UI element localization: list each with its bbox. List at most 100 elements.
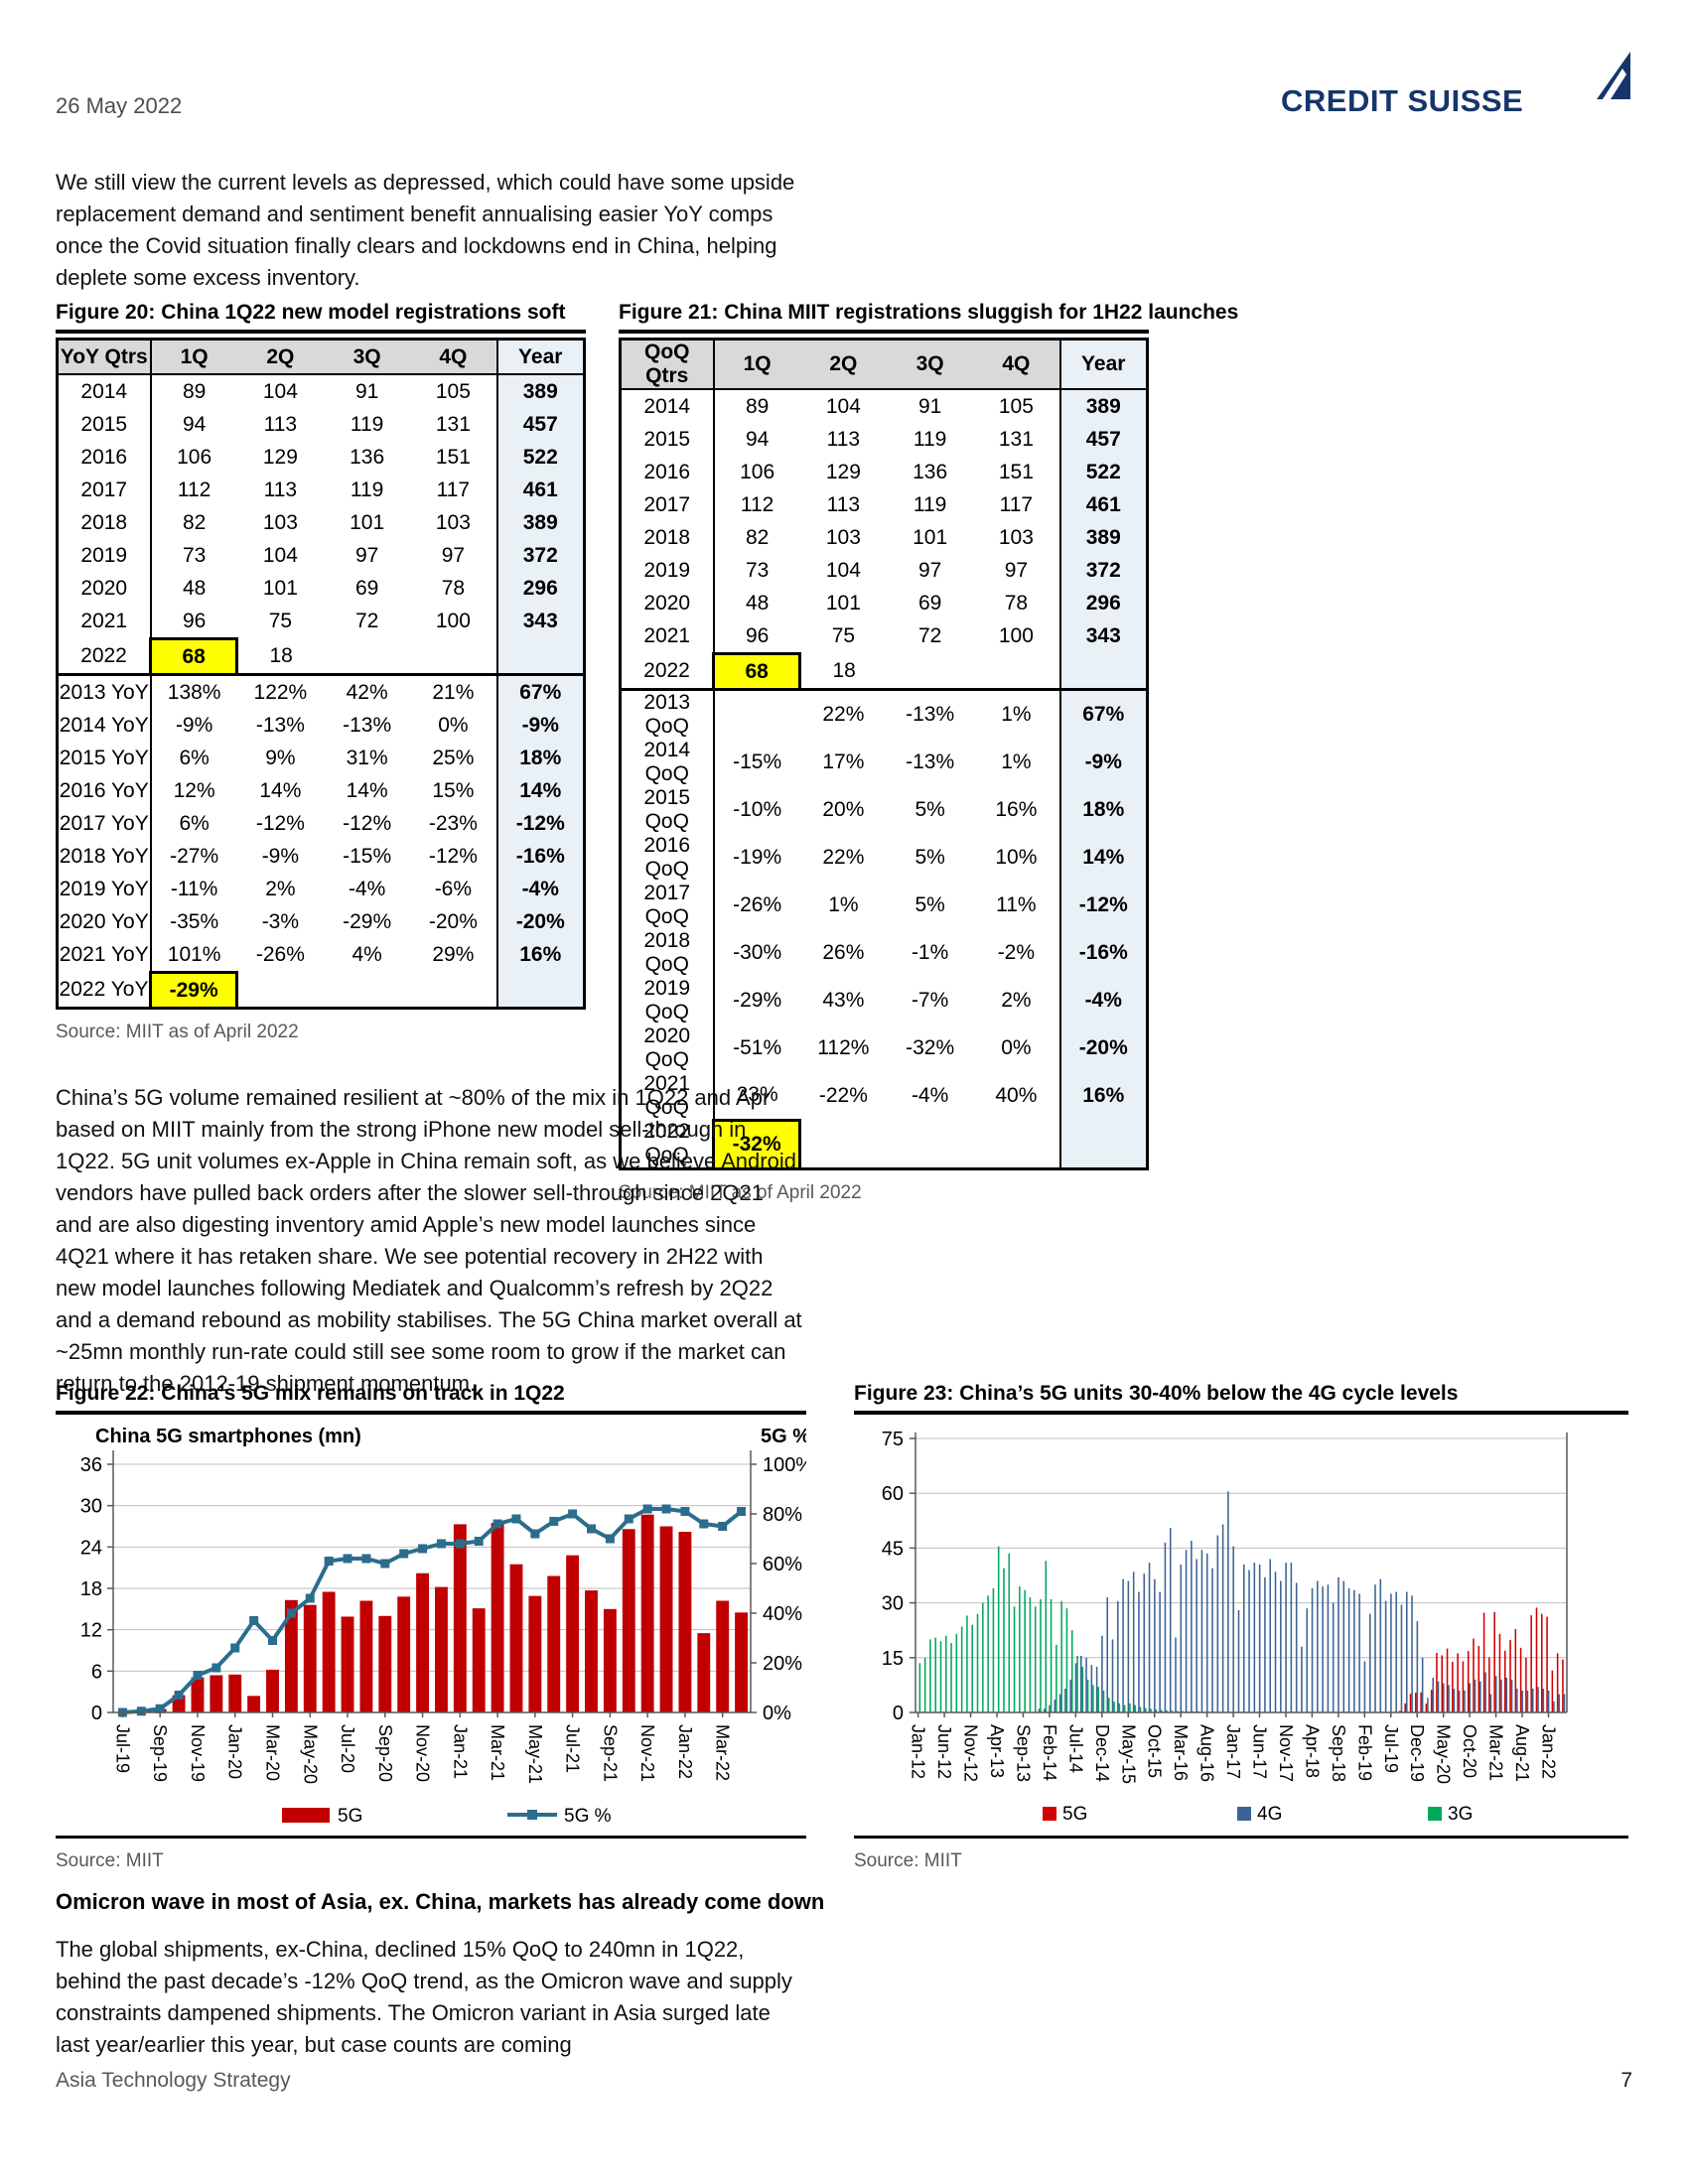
table-cell: 457 (1058, 423, 1148, 456)
svg-text:May-20: May-20 (300, 1724, 320, 1784)
table-cell (410, 973, 496, 1009)
table-cell: 78 (1004, 591, 1029, 614)
table-row: 2014 89 104 91 105 389 (57, 374, 585, 408)
svg-text:18: 18 (80, 1578, 102, 1600)
combo-chart-5g: 0 6 12 18 24 30 36 0% 20% 40% 60% 80% 100% Jul-19 Sep-… (80, 1426, 806, 1827)
figure-22-title-rule (56, 1411, 806, 1415)
table-cell: 22% (799, 688, 887, 739)
table-cell: 389 (495, 506, 585, 539)
svg-text:Jan-22: Jan-22 (1538, 1724, 1558, 1779)
table-cell: 343 (1058, 619, 1148, 654)
svg-text:80%: 80% (763, 1504, 802, 1526)
table-cell: 97 (917, 558, 942, 582)
svg-text:Nov-19: Nov-19 (188, 1724, 208, 1782)
table-cell: 31% (346, 746, 388, 769)
table-cell (887, 1120, 973, 1169)
svg-text:0: 0 (893, 1703, 904, 1724)
table-cell: 2016 (620, 456, 715, 488)
line-5g-pct (117, 1504, 747, 1717)
table-cell: 26% (822, 941, 865, 964)
svg-text:Aug-21: Aug-21 (1512, 1724, 1532, 1782)
svg-text:Dec-14: Dec-14 (1092, 1724, 1112, 1782)
table-cell: 138% (150, 673, 237, 709)
table-cell: 2014 (57, 374, 152, 408)
table-cell: 14% (346, 778, 388, 802)
table-cell: 2022 YoY (57, 972, 152, 1009)
table-cell: 14% (495, 774, 585, 807)
table-cell: 23% (736, 1083, 778, 1107)
table-row: 2021 QoQ 23% -22% -4% 40% 16% (620, 1072, 1148, 1120)
svg-text:3G: 3G (1448, 1804, 1473, 1825)
table-cell: 1% (828, 893, 859, 916)
table-row: 2016 106 129 136 151 522 (620, 456, 1148, 488)
table-cell: 372 (495, 539, 585, 572)
table-cell: -9% (261, 844, 300, 868)
svg-text:6: 6 (91, 1661, 102, 1683)
table-cell: 2020 QoQ (620, 1024, 715, 1072)
page-footer: Asia Technology Strategy 7 (56, 2069, 1632, 2093)
x-axis-labels: Jul-19 Sep-19 Nov-19 Jan-20 Mar-20 May-20 Jul-… (112, 1712, 733, 1784)
svg-text:Nov-17: Nov-17 (1276, 1724, 1296, 1782)
table-cell: -35% (170, 909, 219, 933)
figure-22: Figure 22: China’s 5G mix remains on tra… (56, 1382, 806, 1872)
table-cell: 18 (832, 658, 856, 682)
table-cell: 2014 (620, 389, 715, 423)
table-cell (1058, 653, 1148, 690)
svg-text:5G: 5G (338, 1806, 362, 1827)
svg-text:Apr-13: Apr-13 (987, 1724, 1007, 1778)
table-row: 2016 YoY 12% 14% 14% 15% 14% (57, 774, 585, 807)
table-cell: 2018 (620, 521, 715, 554)
table-cell: 113 (826, 427, 861, 451)
svg-text:Aug-16: Aug-16 (1197, 1724, 1217, 1782)
table-cell: 131 (998, 427, 1034, 451)
table-cell: 113 (826, 492, 861, 516)
table-cell: 67% (1058, 688, 1148, 739)
table-cell: 72 (354, 610, 379, 633)
table-cell: 2021 QoQ (620, 1072, 715, 1120)
table-row: 2014 89 104 91 105 389 (620, 389, 1148, 423)
table-row: 2020 YoY -35% -3% -29% -20% -20% (57, 905, 585, 938)
table-cell: -7% (911, 989, 949, 1012)
table-cell: 82 (745, 525, 770, 549)
table-cell: 2015 YoY (57, 742, 152, 774)
table-cell: 73 (745, 558, 770, 582)
table-cell: -12% (428, 844, 478, 868)
table-cell: 2020 YoY (57, 905, 152, 938)
table-cell: -12% (255, 811, 305, 835)
body-paragraph: China’s 5G volume remained resilient at … (56, 1085, 802, 1396)
table-cell: 2021 (57, 605, 152, 639)
table-row: 2015 94 113 119 131 457 (620, 423, 1148, 456)
table-cell: 136 (350, 445, 385, 469)
svg-text:Jul-19: Jul-19 (1381, 1724, 1401, 1773)
table-cell: 5% (914, 798, 945, 821)
table-cell: -32% (711, 1118, 802, 1170)
table-cell: 25% (432, 746, 475, 769)
table-cell: -29% (343, 909, 392, 933)
figure-21-title-rule (619, 330, 1149, 334)
table-cell (495, 638, 585, 675)
table-cell: -19% (733, 846, 782, 869)
table-cell: 97 (441, 543, 466, 567)
table-cell: -12% (495, 807, 585, 840)
svg-text:75: 75 (882, 1429, 904, 1450)
svg-text:20%: 20% (763, 1653, 802, 1675)
table-cell: 117 (999, 492, 1034, 516)
table-cell: 10% (995, 846, 1038, 869)
table-cell: 106 (740, 460, 775, 483)
table-cell: 1% (1001, 751, 1032, 773)
table-cell: 103 (435, 510, 471, 534)
figure-21: Figure 21: China MIIT registrations slug… (619, 301, 1238, 1204)
table-cell: -16% (1058, 929, 1148, 977)
table-cell: 69 (354, 576, 379, 600)
column-header: YoY Qtrs (57, 339, 152, 375)
column-header: Year (495, 339, 585, 375)
svg-text:5G: 5G (1062, 1804, 1087, 1825)
legend: 5G 4G 3G (1043, 1804, 1473, 1825)
table-cell: 2015 QoQ (620, 786, 715, 834)
table-cell: -15% (733, 751, 782, 773)
column-header: 1Q (713, 339, 800, 390)
figure-20-title-rule (56, 330, 586, 334)
table-cell: 2020 (620, 587, 715, 619)
svg-text:Nov-21: Nov-21 (637, 1724, 657, 1782)
table-cell: 522 (1058, 456, 1148, 488)
